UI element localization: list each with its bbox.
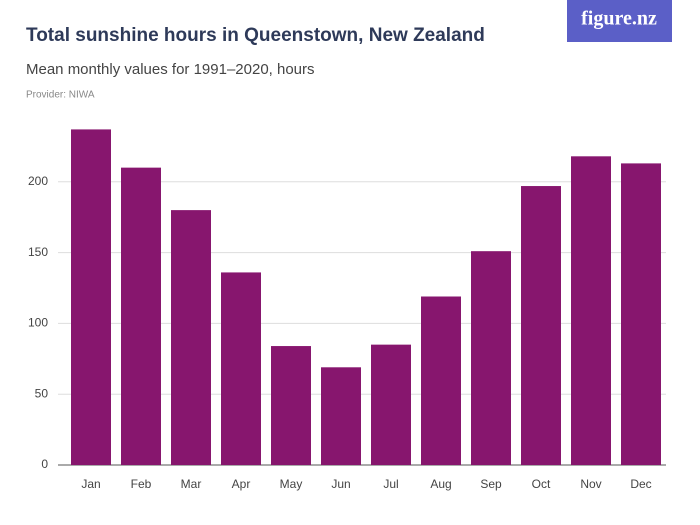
logo-box: [567, 0, 672, 42]
bar: [371, 344, 411, 465]
x-tick-label: Oct: [532, 477, 551, 491]
bar: [471, 251, 511, 465]
bar: [71, 129, 111, 465]
logo: figure.nz: [581, 8, 657, 30]
x-tick-label: May: [280, 477, 303, 491]
chart-subtitle: Mean monthly values for 1991–2020, hours: [26, 61, 315, 78]
y-tick-label: 50: [35, 386, 49, 400]
bar: [521, 186, 561, 465]
x-tick-label: Nov: [580, 477, 601, 491]
bar: [121, 167, 161, 465]
chart-title: Total sunshine hours in Queenstown, New …: [26, 25, 485, 46]
x-tick-label: Dec: [630, 477, 651, 491]
bar: [271, 346, 311, 465]
y-tick-label: 200: [28, 174, 48, 188]
y-tick-label: 150: [28, 245, 48, 259]
x-tick-label: Jan: [81, 477, 100, 491]
y-tick-label: 0: [41, 457, 48, 471]
x-tick-label: Apr: [232, 477, 251, 491]
bar: [321, 367, 361, 465]
y-tick-label: 100: [28, 316, 48, 330]
bar: [221, 272, 261, 465]
x-tick-label: Jun: [331, 477, 350, 491]
x-tick-label: Feb: [131, 477, 152, 491]
bar: [621, 163, 661, 465]
source: Provider: NIWA: [26, 90, 95, 101]
bar: [421, 296, 461, 465]
bar: [171, 210, 211, 465]
x-tick-label: Jul: [383, 477, 398, 491]
x-tick-label: Sep: [480, 477, 502, 491]
x-tick-label: Mar: [181, 477, 202, 491]
x-tick-label: Aug: [430, 477, 451, 491]
bar: [571, 156, 611, 465]
